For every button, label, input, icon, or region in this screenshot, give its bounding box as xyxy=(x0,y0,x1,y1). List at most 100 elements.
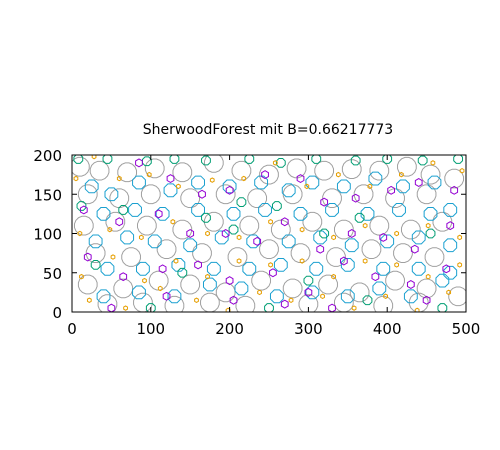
data-point-tiny xyxy=(146,171,152,178)
data-point-medium xyxy=(423,206,438,221)
data-point-tiny xyxy=(414,307,420,312)
data-point-medium xyxy=(340,289,355,304)
data-point-tiny xyxy=(457,262,463,268)
data-point-medium xyxy=(254,175,269,190)
x-tick-label: 0 xyxy=(67,320,77,338)
data-point-small xyxy=(201,155,211,166)
data-point-small xyxy=(275,157,286,168)
data-point-small xyxy=(311,155,322,164)
data-point-small xyxy=(417,155,428,166)
data-point-medium xyxy=(411,261,426,276)
data-point-medium xyxy=(325,203,339,217)
data-point-tiny xyxy=(138,234,144,241)
data-point-medium xyxy=(368,171,383,186)
data-point-large xyxy=(322,188,342,209)
data-point-large xyxy=(77,184,98,205)
data-point-medium xyxy=(336,179,351,194)
data-point-large xyxy=(373,295,394,312)
data-point-smaller xyxy=(371,272,380,282)
data-point-large xyxy=(416,184,437,205)
data-point-large xyxy=(117,162,138,183)
y-axis: 0 50 100 150 200 xyxy=(33,147,466,322)
data-point-tiny xyxy=(86,297,92,303)
data-point-medium xyxy=(313,230,328,245)
data-point-smaller xyxy=(229,295,238,305)
data-point-large xyxy=(140,184,161,205)
data-point-medium xyxy=(100,261,115,276)
data-point-smaller xyxy=(450,185,459,195)
data-point-smaller xyxy=(158,264,167,274)
data-point-large xyxy=(73,215,94,236)
data-point-smaller xyxy=(414,177,423,187)
data-point-smaller xyxy=(261,170,269,180)
data-point-tiny xyxy=(176,183,181,190)
data-point-smaller xyxy=(387,185,396,195)
data-point-medium xyxy=(443,265,458,280)
data-point-small xyxy=(76,201,87,211)
data-point-smaller xyxy=(410,244,419,254)
data-point-tiny xyxy=(459,167,465,174)
data-point-medium xyxy=(88,234,103,249)
data-point-tiny xyxy=(257,289,262,296)
data-point-small xyxy=(169,155,180,164)
data-point-tiny xyxy=(107,226,113,233)
data-point-smaller xyxy=(119,272,128,282)
data-point-small xyxy=(319,228,330,239)
data-point-tiny xyxy=(194,297,199,303)
data-point-large xyxy=(326,247,346,267)
data-point-large xyxy=(247,188,268,209)
data-point-medium xyxy=(84,179,99,194)
data-point-medium xyxy=(242,261,257,276)
data-point-smaller xyxy=(280,217,289,227)
data-point-smaller xyxy=(339,256,348,266)
data-point-large xyxy=(227,247,248,267)
data-point-small xyxy=(453,155,464,164)
data-point-large xyxy=(270,219,291,240)
data-point-smaller xyxy=(107,303,116,312)
data-point-tiny xyxy=(367,183,373,190)
data-point-small xyxy=(271,201,282,211)
data-point-large xyxy=(239,215,260,236)
data-point-smaller xyxy=(225,276,234,286)
data-point-smaller xyxy=(154,209,163,219)
data-point-medium xyxy=(273,257,288,272)
data-point-medium xyxy=(305,285,320,300)
data-point-small xyxy=(264,303,274,312)
data-point-smaller xyxy=(269,268,277,278)
data-point-large xyxy=(353,184,374,205)
data-point-medium xyxy=(96,289,111,304)
data-point-medium xyxy=(132,285,146,300)
data-point-large xyxy=(314,160,335,181)
data-point-small xyxy=(244,155,255,164)
data-point-medium xyxy=(376,261,391,276)
data-point-medium xyxy=(344,238,359,253)
data-point-medium xyxy=(147,234,162,249)
data-point-small xyxy=(73,155,84,164)
data-point-large xyxy=(77,274,98,295)
data-point-tiny xyxy=(205,273,210,280)
data-point-large xyxy=(89,160,110,181)
data-point-large xyxy=(341,159,362,179)
data-point-small xyxy=(145,303,156,312)
data-point-medium xyxy=(305,175,320,190)
data-point-large xyxy=(137,215,157,236)
data-point-smaller xyxy=(194,260,202,270)
data-point-smaller xyxy=(225,185,234,195)
data-point-smaller xyxy=(83,252,92,262)
data-point-smaller xyxy=(79,205,88,215)
data-point-tiny xyxy=(425,222,431,229)
data-point-small xyxy=(90,260,101,270)
data-point-smaller xyxy=(320,197,329,207)
data-point-medium xyxy=(427,175,442,190)
data-point-medium xyxy=(202,277,217,292)
data-point-medium xyxy=(136,261,150,276)
data-point-medium xyxy=(226,206,241,221)
data-point-large xyxy=(72,156,90,177)
data-point-tiny xyxy=(457,234,463,241)
data-point-small xyxy=(177,267,188,278)
data-point-tiny xyxy=(241,175,247,182)
data-point-small xyxy=(118,205,129,215)
data-point-medium xyxy=(435,273,450,288)
data-point-medium xyxy=(104,187,119,202)
